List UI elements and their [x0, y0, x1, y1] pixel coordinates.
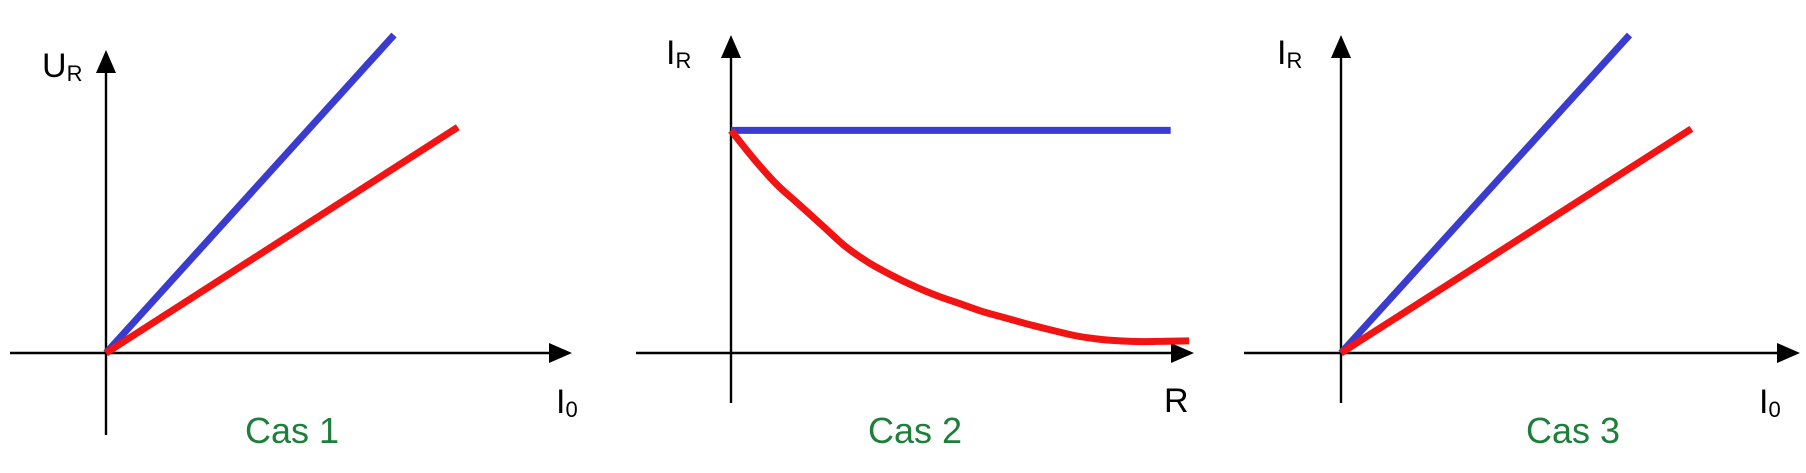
- case-label-cas-2: Cas 2: [868, 410, 962, 451]
- x-axis-arrow-cas-3: [1777, 343, 1800, 363]
- series-line-red-cas-1: [104, 124, 460, 356]
- y-axis-arrow-cas-3: [1331, 35, 1351, 58]
- series-line-red-cas-3: [1339, 125, 1694, 356]
- y-axis-arrow-cas-2: [721, 35, 741, 58]
- y-axis-label-cas-1: UR: [42, 47, 82, 86]
- case-label-cas-3: Cas 3: [1526, 410, 1620, 451]
- panel-cas-1: UR I0 Cas 1: [10, 32, 578, 451]
- x-axis-label-cas-3: I0: [1759, 383, 1781, 422]
- y-axis-label-cas-2: IR: [666, 34, 691, 73]
- case-label-cas-1: Cas 1: [245, 410, 339, 451]
- x-axis-arrow-cas-2: [1171, 343, 1194, 363]
- panel-cas-2: IR R Cas 2: [636, 34, 1194, 451]
- series-line-red-cas-2: [728, 128, 1190, 346]
- x-axis-label-cas-2: R: [1164, 382, 1189, 420]
- series-line-blue-cas-1: [103, 32, 397, 356]
- series-layer-cas-1: [103, 32, 460, 356]
- y-axis-label-cas-3: IR: [1277, 34, 1302, 73]
- series-layer-cas-2: [728, 126, 1190, 346]
- x-axis-label-cas-1: I0: [556, 383, 578, 422]
- y-axis-arrow-cas-1: [96, 50, 116, 73]
- x-axis-arrow-cas-1: [549, 343, 572, 363]
- series-layer-cas-3: [1338, 32, 1694, 356]
- series-line-blue-cas-3: [1338, 32, 1633, 356]
- panel-cas-3: IR I0 Cas 3: [1244, 32, 1800, 451]
